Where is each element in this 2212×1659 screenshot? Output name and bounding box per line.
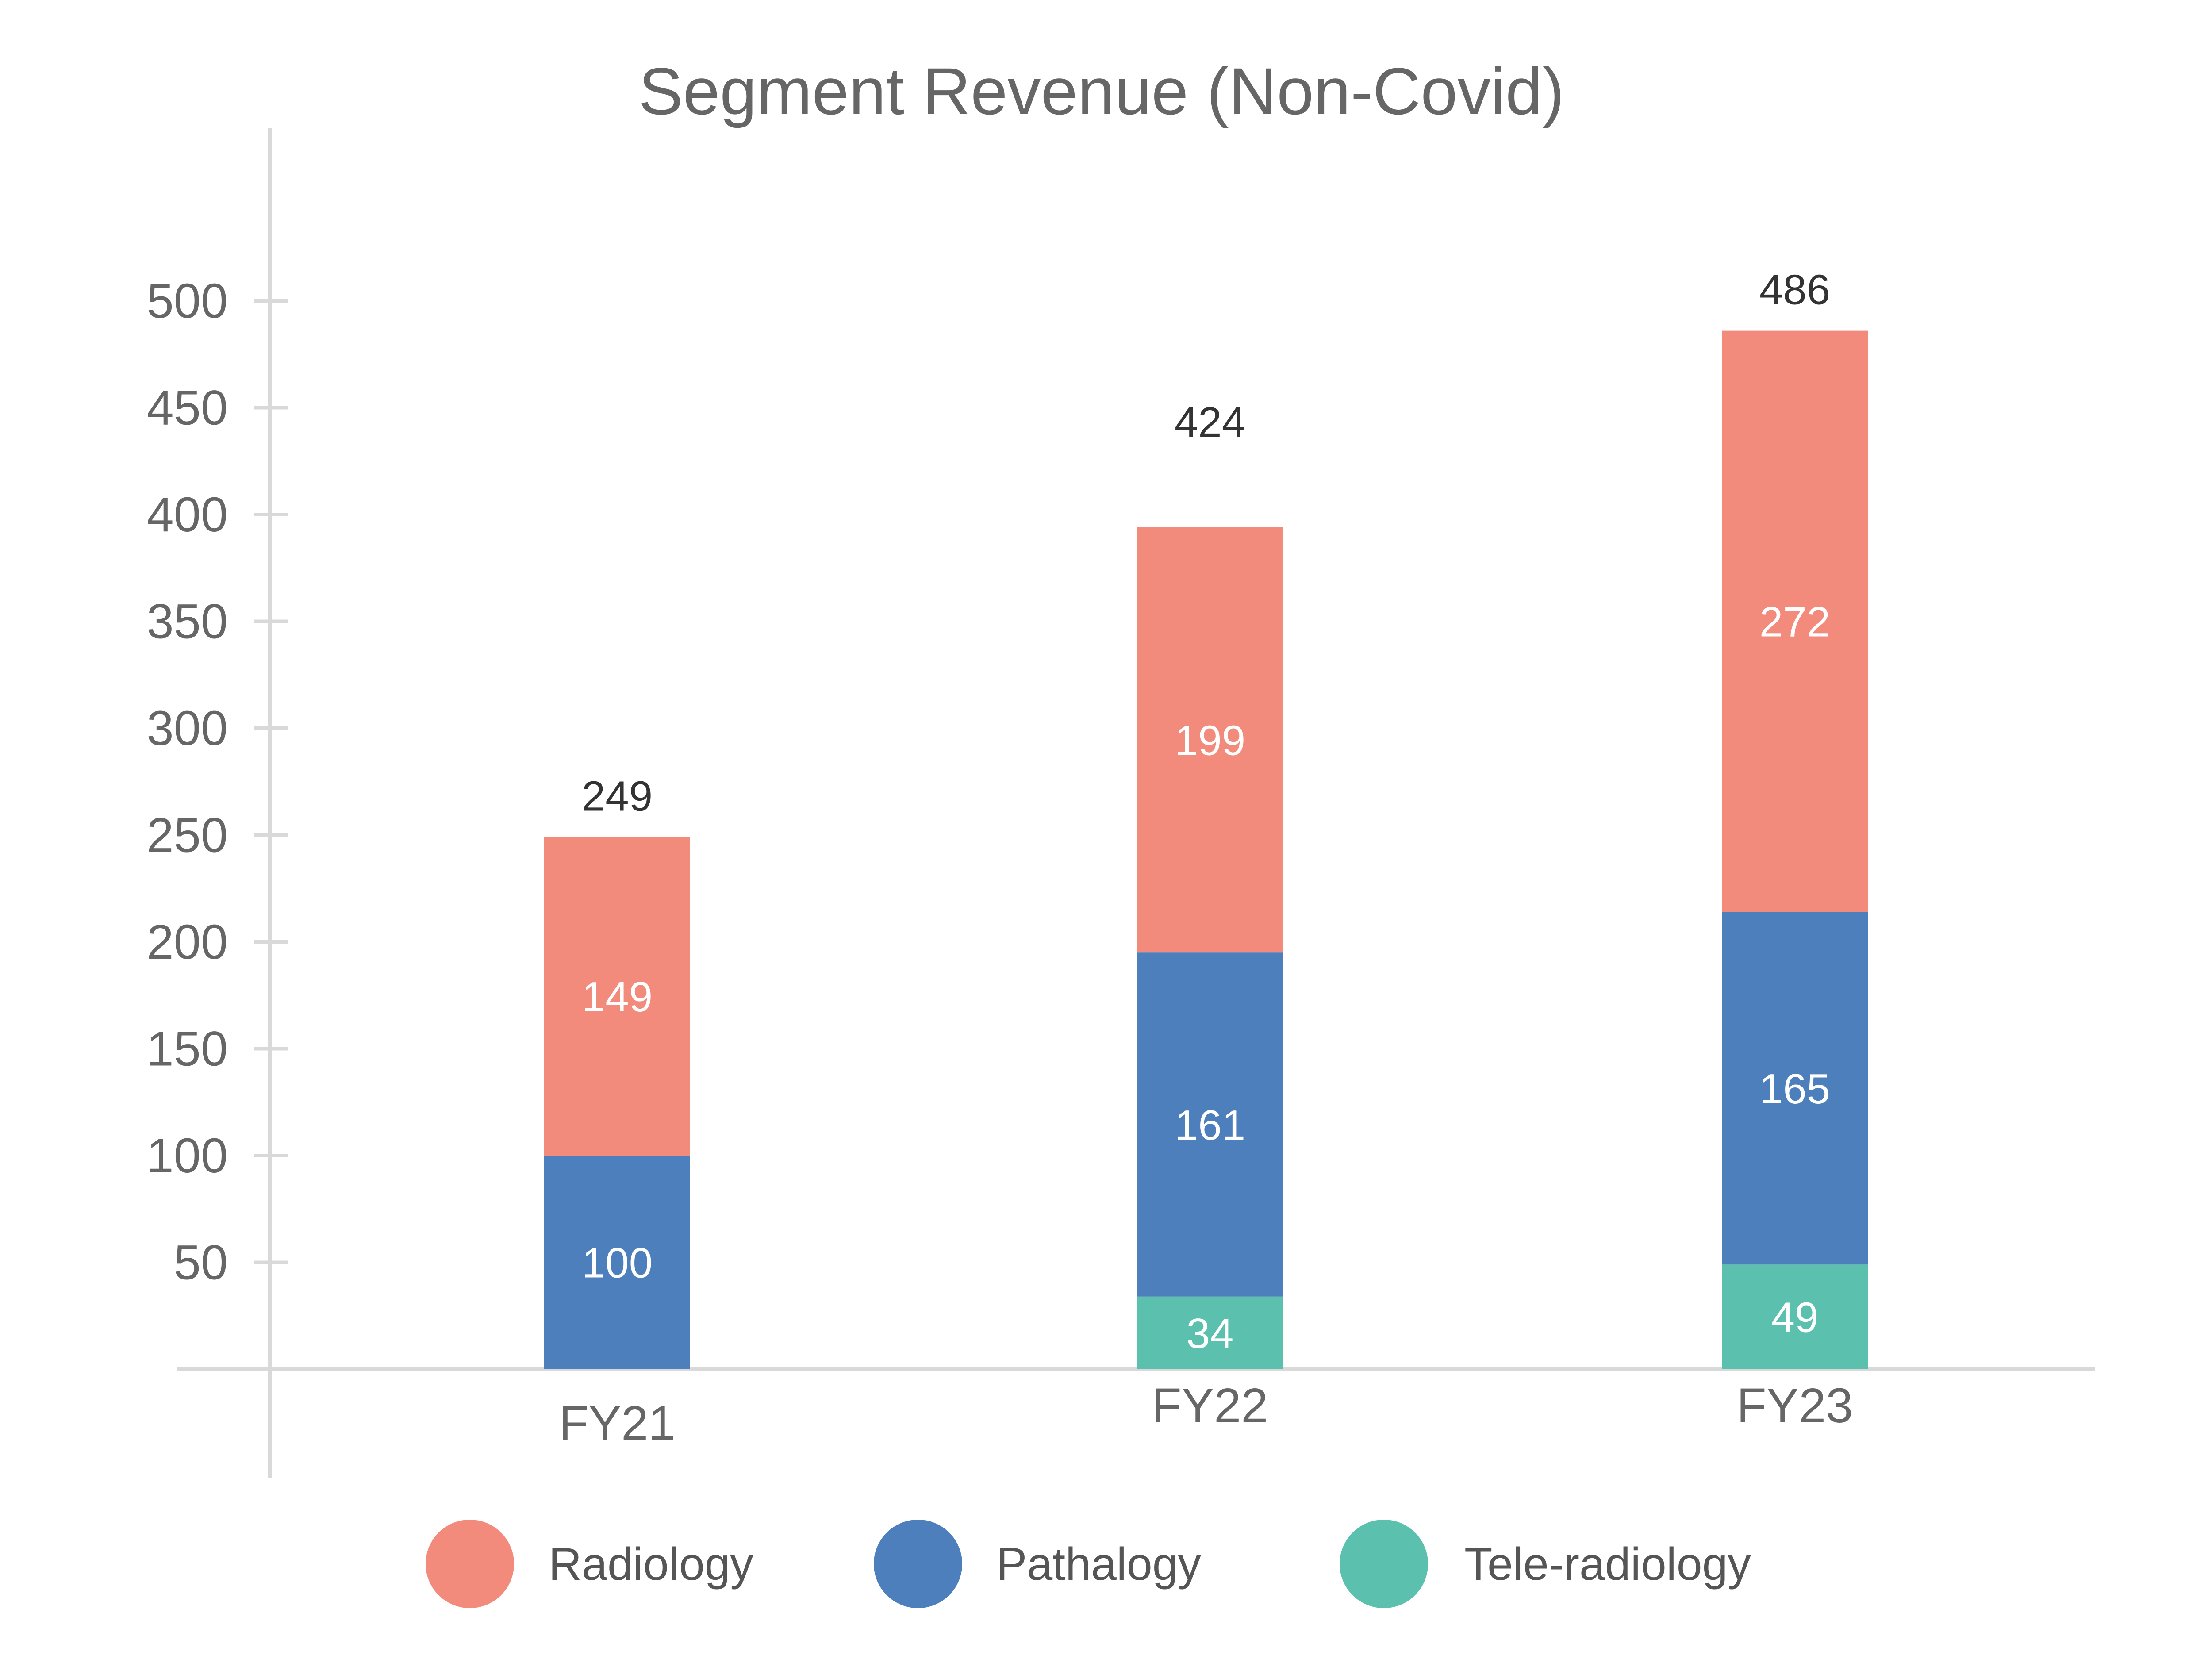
legend-swatch [1340, 1520, 1428, 1608]
bar-segment-pathalogy [1722, 912, 1868, 1265]
y-tick-label: 450 [146, 381, 228, 435]
data-label: 34 [1187, 1310, 1234, 1357]
bar-segment-pathalogy [544, 1156, 690, 1369]
legend-swatch [874, 1520, 962, 1608]
y-tick-label: 200 [146, 915, 228, 969]
total-label: 424 [1175, 399, 1245, 446]
legend-label: Tele-radiology [1464, 1539, 1751, 1590]
y-tick-label: 50 [174, 1236, 228, 1290]
y-tick-label: 350 [146, 595, 228, 649]
data-label: 165 [1759, 1065, 1830, 1113]
bar-segment-tele-radiology [1137, 1296, 1283, 1369]
y-tick-label: 250 [146, 808, 228, 863]
legend-swatch [426, 1520, 514, 1608]
total-label: 249 [582, 772, 653, 820]
x-tick-label: FY21 [559, 1396, 676, 1451]
bar-segment-pathalogy [1137, 952, 1283, 1297]
y-tick-label: 150 [146, 1022, 228, 1076]
y-tick-label: 500 [146, 274, 228, 328]
y-tick-label: 400 [146, 488, 228, 542]
data-label: 100 [582, 1240, 653, 1287]
x-tick-label: FY23 [1737, 1379, 1853, 1433]
data-label: 199 [1175, 717, 1245, 764]
data-label: 161 [1175, 1102, 1245, 1149]
data-label: 272 [1759, 599, 1830, 646]
x-tick-label: FY22 [1152, 1379, 1268, 1433]
total-label: 486 [1759, 266, 1830, 314]
y-axis-ticks: 50 100 150 200 250 300 350 400 450 500 [146, 274, 288, 1290]
data-label: 49 [1771, 1294, 1819, 1341]
bar-segment-radiology [1722, 330, 1868, 912]
x-axis-labels: FY21 FY22 FY23 [559, 1379, 1853, 1451]
legend: Radiology Pathalogy Tele-radiology [426, 1520, 1751, 1608]
y-tick-label: 100 [146, 1129, 228, 1183]
y-tick-label: 300 [146, 701, 228, 756]
legend-label: Radiology [549, 1539, 753, 1590]
data-label: 149 [582, 973, 653, 1021]
chart-title: Segment Revenue (Non-Covid) [639, 54, 1565, 128]
bar-segment-tele-radiology [1722, 1264, 1868, 1369]
legend-label: Pathalogy [996, 1539, 1201, 1590]
bar-segment-radiology [544, 837, 690, 1156]
bars: 100 149 249 34 161 199 424 49 165 272 486 [544, 266, 1868, 1369]
bar-segment-radiology [1137, 527, 1283, 953]
